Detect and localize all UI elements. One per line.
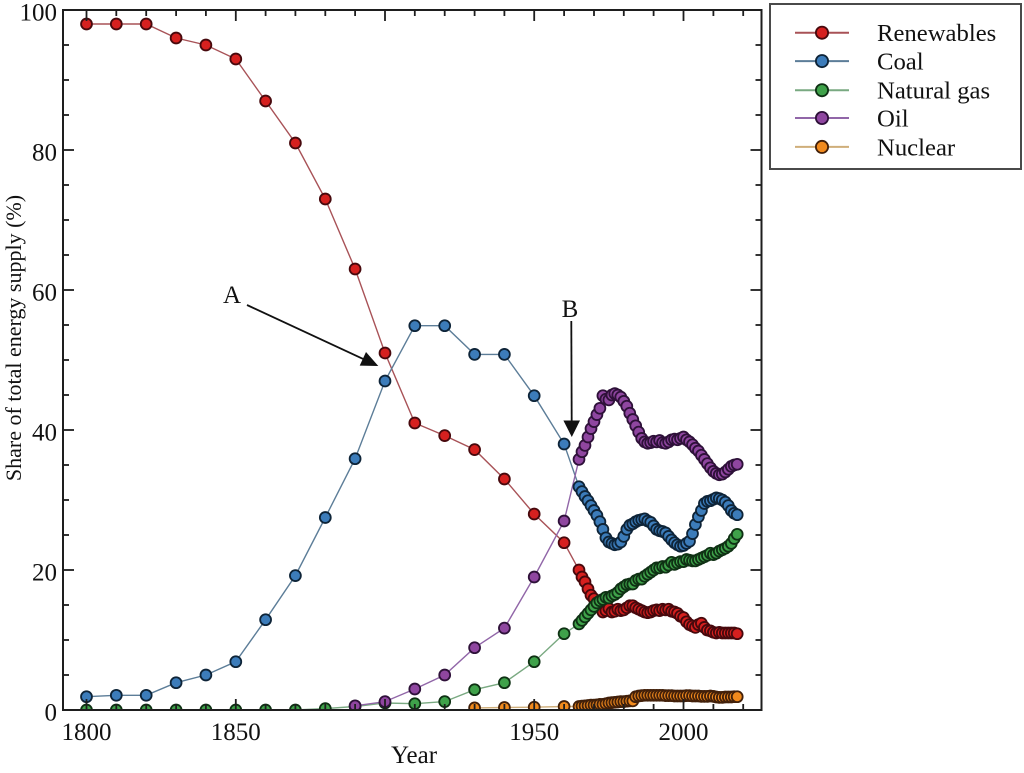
- svg-text:0: 0: [45, 700, 58, 727]
- svg-text:Share of total energy supply (: Share of total energy supply (%): [1, 195, 26, 481]
- svg-text:Oil: Oil: [877, 106, 909, 133]
- svg-text:Coal: Coal: [877, 49, 924, 76]
- svg-text:2000: 2000: [659, 719, 709, 746]
- svg-text:Nuclear: Nuclear: [877, 134, 955, 161]
- svg-text:40: 40: [32, 420, 57, 447]
- svg-text:A: A: [223, 282, 241, 309]
- svg-text:20: 20: [32, 560, 57, 587]
- svg-text:100: 100: [20, 0, 58, 27]
- svg-text:Natural gas: Natural gas: [877, 78, 990, 105]
- svg-text:1800: 1800: [62, 719, 112, 746]
- svg-text:80: 80: [32, 140, 57, 167]
- svg-text:1950: 1950: [509, 719, 559, 746]
- svg-text:B: B: [562, 296, 579, 323]
- svg-text:Year: Year: [391, 742, 438, 768]
- svg-text:Renewables: Renewables: [877, 20, 996, 47]
- svg-text:1850: 1850: [211, 719, 261, 746]
- svg-text:60: 60: [32, 280, 57, 307]
